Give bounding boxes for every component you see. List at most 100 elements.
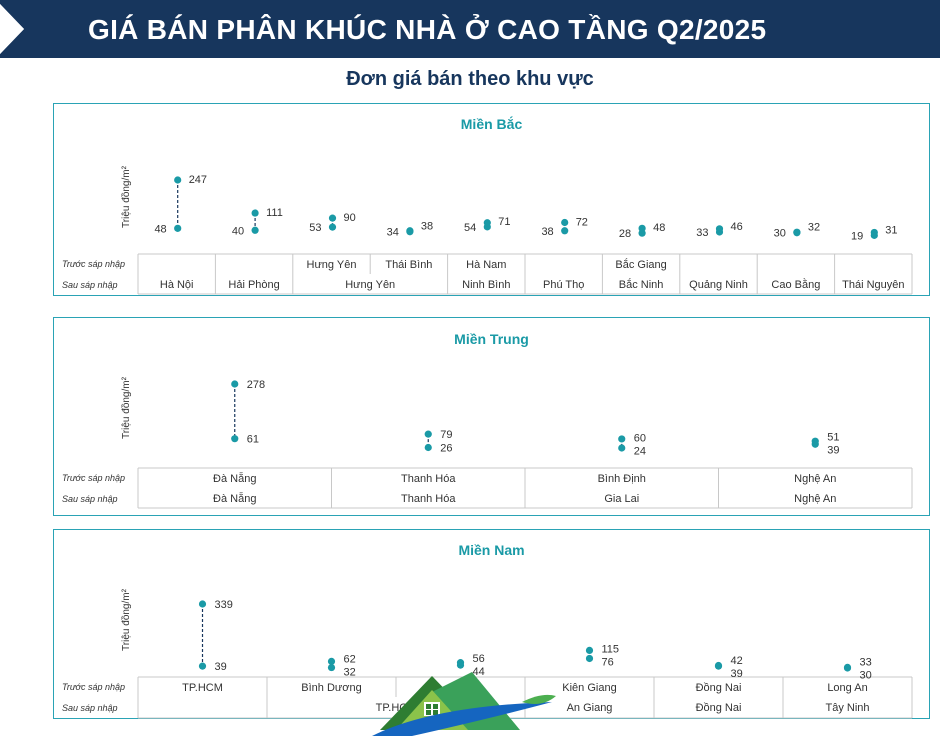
high-value-label: 42 [731,655,743,667]
y-axis-label: Triệu đồng/m² [120,376,132,439]
high-point [198,600,207,608]
after-merge-label: Ninh Bình [462,279,510,291]
high-value-label: 46 [731,221,743,233]
after-merge-label: Đồng Nai [696,702,742,714]
before-merge-label: Nghệ An [794,473,836,485]
page-title: GIÁ BÁN PHÂN KHÚC NHÀ Ở CAO TẦNG Q2/2025 [88,14,767,45]
low-point [198,662,207,670]
after-merge-label: Phú Thọ [543,279,584,291]
low-value-label: 39 [731,668,743,680]
low-point [231,435,239,443]
low-value-label: 34 [387,227,399,239]
low-point [618,444,626,452]
high-point [811,437,819,445]
before-merge-label: Bình Định [598,473,646,485]
high-value-label: 278 [247,379,265,391]
low-value-label: 32 [344,666,356,678]
region-title: Miền Bắc [461,115,523,132]
after-merge-label: Gia Lai [604,493,639,505]
dumbbell-chart: Miền Nam Triệu đồng/m² Trước sáp nhập Sau s… [62,542,913,719]
row-label-after: Sau sáp nhập [62,280,118,290]
before-merge-label: Đồng Nai [696,682,742,694]
before-merge-label: Kiên Giang [562,682,616,694]
page-subtitle: Đơn giá bán theo khu vực [346,68,594,90]
high-value-label: 31 [885,224,897,236]
high-value-label: 111 [266,207,283,219]
y-axis-label: Triệu đồng/m² [120,165,132,228]
low-value-label: 61 [247,434,259,446]
high-value-label: 72 [576,217,588,229]
high-value-label: 79 [440,429,452,441]
high-value-label: 32 [808,222,820,234]
high-value-label: 56 [473,653,485,665]
high-value-label: 51 [827,432,839,444]
after-merge-label: Tây Ninh [825,702,869,714]
before-merge-label: Long An [827,682,867,694]
high-value-label: 247 [189,174,207,186]
dumbbell-chart: Miền Trung Triệu đồng/m² Trước sáp nhập Sau… [62,331,913,509]
low-point [328,223,337,231]
high-point [793,228,801,236]
low-point [251,226,259,234]
before-merge-label: Thái Bình [385,259,432,271]
high-point [714,661,723,670]
before-merge-label: TP.HCM [182,682,223,694]
before-merge-label: Đà Nẵng [213,472,256,485]
high-value-label: 33 [860,657,872,669]
after-merge-label: Hà Nội [160,279,194,291]
low-value-label: 40 [232,225,244,237]
high-point [174,176,182,184]
high-point [406,227,414,235]
region-title: Miền Trung [454,331,529,347]
low-point [585,654,594,663]
row-label-before: Trước sáp nhập [62,473,125,483]
high-value-label: 62 [344,653,356,665]
low-value-label: 54 [464,222,476,234]
high-point [870,228,878,237]
low-value-label: 28 [619,228,631,240]
high-point [327,657,336,665]
after-merge-label: Hải Phòng [228,279,279,291]
high-point [715,225,724,233]
region-panel-central: Miền Trung Triệu đồng/m² Trước sáp nhập Sau… [53,317,930,516]
high-point [328,214,337,222]
after-merge-label: Bắc Ninh [619,278,664,291]
before-merge-label: Hưng Yên [307,259,357,271]
high-value-label: 339 [215,599,233,611]
low-value-label: 48 [154,223,166,235]
low-point [561,227,569,235]
low-value-label: 39 [215,661,227,673]
high-point [231,380,239,388]
after-merge-label: Thanh Hóa [401,493,456,505]
low-point [327,663,336,672]
after-merge-label: An Giang [567,702,613,714]
high-value-label: 48 [653,222,665,234]
low-value-label: 26 [440,442,452,454]
row-label-before: Trước sáp nhập [62,682,125,692]
after-merge-label: Đà Nẵng [213,492,256,505]
region-panel-north: Miền Bắc Triệu đồng/m² Trước sáp nhập Sau s… [53,103,930,296]
high-point [618,435,626,443]
low-value-label: 39 [827,445,839,457]
before-merge-label: Thanh Hóa [401,473,456,485]
high-point [843,663,852,671]
high-value-label: 60 [634,432,646,444]
high-value-label: 71 [498,216,510,228]
after-merge-label: Cao Bằng [771,278,820,291]
low-value-label: 33 [696,227,708,239]
high-value-label: 90 [344,212,356,224]
row-label-after: Sau sáp nhập [62,703,118,713]
company-logo [372,672,556,736]
after-merge-label: Quảng Ninh [689,279,748,291]
low-value-label: 76 [602,656,614,668]
high-point [561,218,569,227]
low-value-label: 24 [634,445,646,457]
title-banner: GIÁ BÁN PHÂN KHÚC NHÀ Ở CAO TẦNG Q2/2025 [0,0,940,58]
high-point [483,219,491,227]
after-merge-label: Thái Nguyên [842,279,904,291]
before-merge-label: Bắc Giang [615,258,666,271]
high-value-label: 115 [602,643,620,655]
row-label-after: Sau sáp nhập [62,494,118,504]
low-value-label: 53 [309,222,321,234]
high-point [251,209,259,217]
